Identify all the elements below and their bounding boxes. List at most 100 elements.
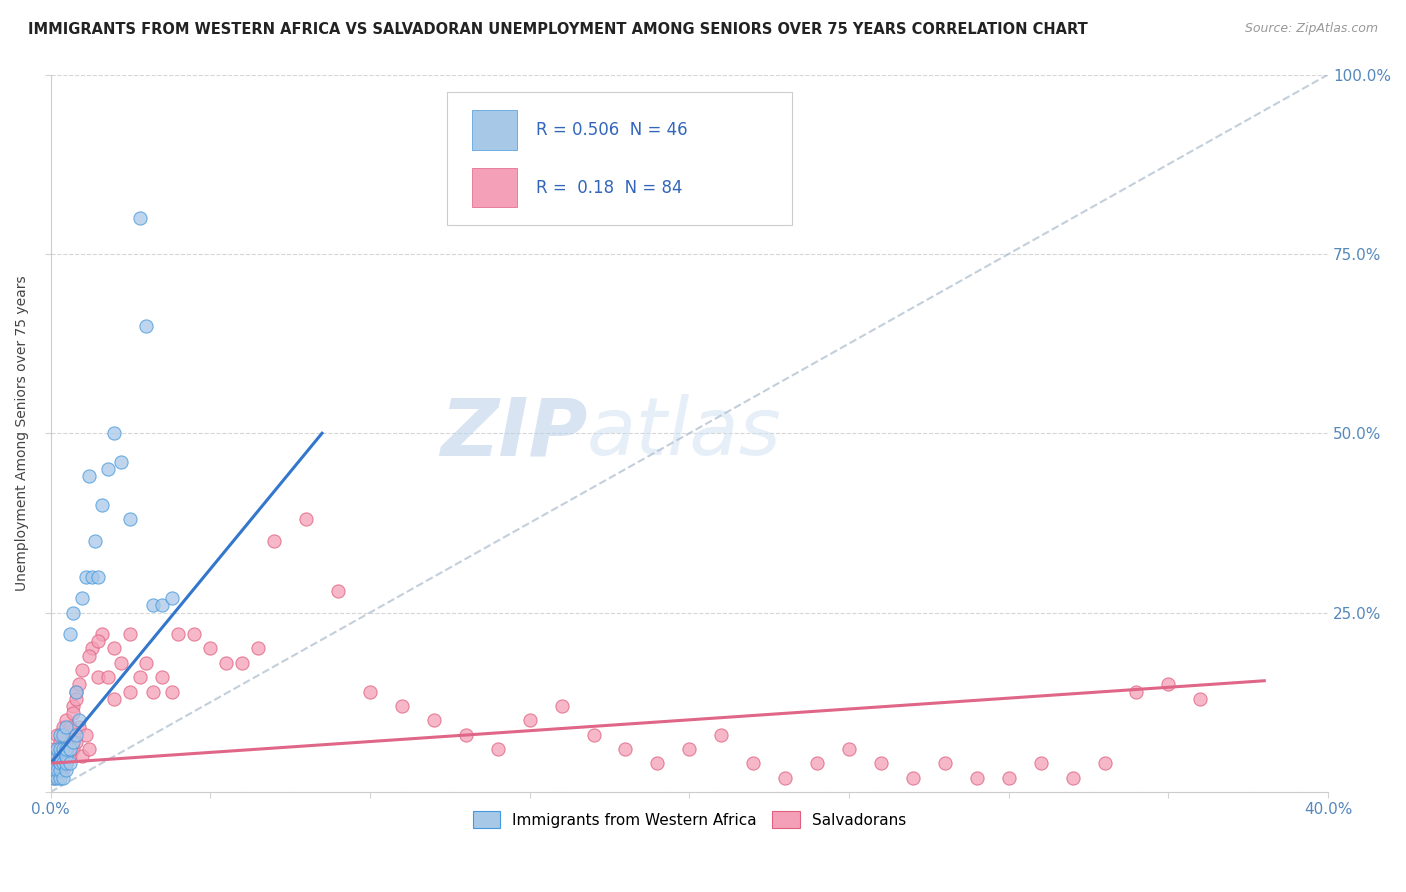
Point [42, 764, 65, 778]
Point [45, 749, 67, 764]
Point [52, 771, 75, 785]
Point [80, 641, 103, 656]
Point [75, 570, 97, 584]
Point [42, 756, 65, 771]
Point [55, 756, 77, 771]
Point [454, 728, 477, 742]
Point [65, 735, 87, 749]
Point [59, 756, 82, 771]
Point [486, 742, 509, 756]
Point [87, 634, 110, 648]
Point [423, 713, 446, 727]
Point [45, 764, 67, 778]
Point [62, 742, 84, 756]
Point [49, 756, 72, 771]
FancyBboxPatch shape [472, 168, 517, 207]
Text: R = 0.506  N = 46: R = 0.506 N = 46 [536, 121, 688, 139]
Point [67, 720, 90, 734]
Point [59, 720, 82, 734]
Point [65, 684, 87, 698]
Text: IMMIGRANTS FROM WESTERN AFRICA VS SALVADORAN UNEMPLOYMENT AMONG SENIORS OVER 75 : IMMIGRANTS FROM WESTERN AFRICA VS SALVAD… [28, 22, 1088, 37]
Point [55, 713, 77, 727]
Point [62, 735, 84, 749]
Point [103, 691, 125, 706]
Point [55, 742, 77, 756]
Point [120, 512, 142, 526]
Point [55, 742, 77, 756]
Point [247, 641, 270, 656]
Point [1029, 756, 1052, 771]
Point [326, 584, 349, 599]
Point [550, 698, 572, 713]
Point [62, 706, 84, 720]
Point [45, 742, 67, 756]
Text: R =  0.18  N = 84: R = 0.18 N = 84 [536, 179, 682, 197]
Point [678, 742, 700, 756]
Point [183, 627, 205, 641]
Point [49, 742, 72, 756]
Point [934, 756, 956, 771]
Point [52, 764, 75, 778]
Point [142, 599, 165, 613]
Point [49, 771, 72, 785]
Point [49, 749, 72, 764]
Y-axis label: Unemployment Among Seniors over 75 years: Unemployment Among Seniors over 75 years [15, 276, 30, 591]
Text: Source: ZipAtlas.com: Source: ZipAtlas.com [1244, 22, 1378, 36]
Point [55, 756, 77, 771]
Point [45, 764, 67, 778]
Point [42, 771, 65, 785]
Point [52, 756, 75, 771]
Point [231, 656, 253, 670]
Point [135, 656, 157, 670]
Point [110, 455, 132, 469]
Point [72, 663, 94, 677]
Point [870, 756, 893, 771]
Point [614, 742, 637, 756]
Point [129, 670, 152, 684]
Point [77, 742, 100, 756]
Point [67, 677, 90, 691]
Point [110, 656, 132, 670]
Point [773, 771, 796, 785]
Point [150, 670, 173, 684]
Point [42, 756, 65, 771]
Point [67, 713, 90, 727]
Point [52, 749, 75, 764]
Point [84, 533, 107, 548]
Point [72, 749, 94, 764]
Point [49, 764, 72, 778]
Point [87, 670, 110, 684]
Point [200, 641, 222, 656]
Point [742, 756, 765, 771]
Point [97, 462, 120, 476]
Point [45, 771, 67, 785]
Point [65, 684, 87, 698]
Point [80, 570, 103, 584]
Point [215, 656, 238, 670]
FancyBboxPatch shape [472, 111, 517, 150]
Point [97, 670, 120, 684]
Text: ZIP: ZIP [440, 394, 588, 472]
FancyBboxPatch shape [447, 93, 792, 225]
Point [59, 742, 82, 756]
Point [647, 756, 669, 771]
Point [160, 684, 183, 698]
Point [135, 318, 157, 333]
Point [77, 648, 100, 663]
Point [52, 749, 75, 764]
Point [87, 570, 110, 584]
Point [103, 426, 125, 441]
Point [90, 498, 112, 512]
Point [59, 749, 82, 764]
Point [49, 728, 72, 742]
Point [52, 742, 75, 756]
Point [103, 641, 125, 656]
Point [129, 211, 152, 225]
Point [65, 691, 87, 706]
Point [997, 771, 1019, 785]
Point [838, 742, 860, 756]
Point [901, 771, 924, 785]
Point [359, 684, 381, 698]
Point [75, 728, 97, 742]
Point [55, 720, 77, 734]
